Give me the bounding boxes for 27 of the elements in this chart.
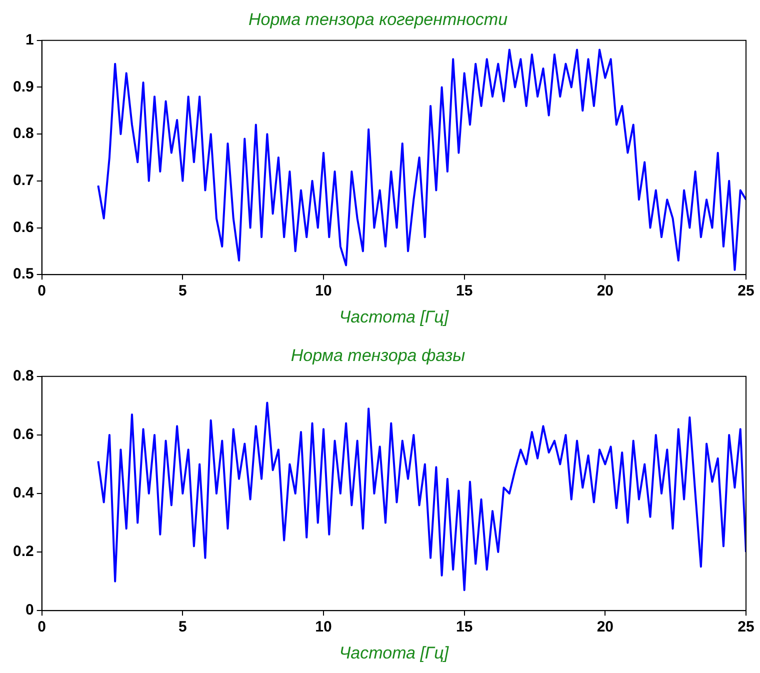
y-tick-label: 0.8 [12, 125, 34, 142]
y-tick-label: 0.8 [12, 368, 34, 385]
x-tick-label: 10 [315, 282, 332, 300]
x-tick-label: 20 [596, 618, 614, 636]
y-tick-label: 0 [26, 602, 34, 619]
x-tick-label: 15 [456, 618, 473, 636]
y-tick-label: 0.6 [12, 218, 34, 236]
y-tick-label: 0.4 [12, 484, 34, 502]
x-axis-title: Частота [Гц] [339, 308, 450, 327]
chart-title: Норма тензора когерентности [248, 10, 508, 29]
x-tick-label: 5 [178, 282, 187, 300]
y-tick-label: 0.7 [12, 172, 34, 190]
y-tick-label: 0.9 [12, 78, 34, 96]
y-tick-label: 1 [26, 32, 34, 49]
x-tick-label: 10 [315, 618, 332, 636]
x-tick-label: 0 [38, 282, 46, 300]
x-axis-title: Частота [Гц] [339, 644, 450, 663]
x-tick-label: 20 [596, 282, 614, 300]
x-tick-label: 5 [178, 618, 187, 636]
y-tick-label: 0.2 [12, 543, 34, 560]
y-tick-label: 0.5 [12, 266, 34, 283]
x-tick-label: 0 [38, 618, 46, 636]
x-tick-label: 15 [456, 282, 473, 300]
x-tick-label: 25 [738, 618, 754, 636]
y-tick-label: 0.6 [12, 426, 34, 444]
chart-title: Норма тензора фазы [290, 346, 466, 365]
x-tick-label: 25 [738, 282, 754, 300]
